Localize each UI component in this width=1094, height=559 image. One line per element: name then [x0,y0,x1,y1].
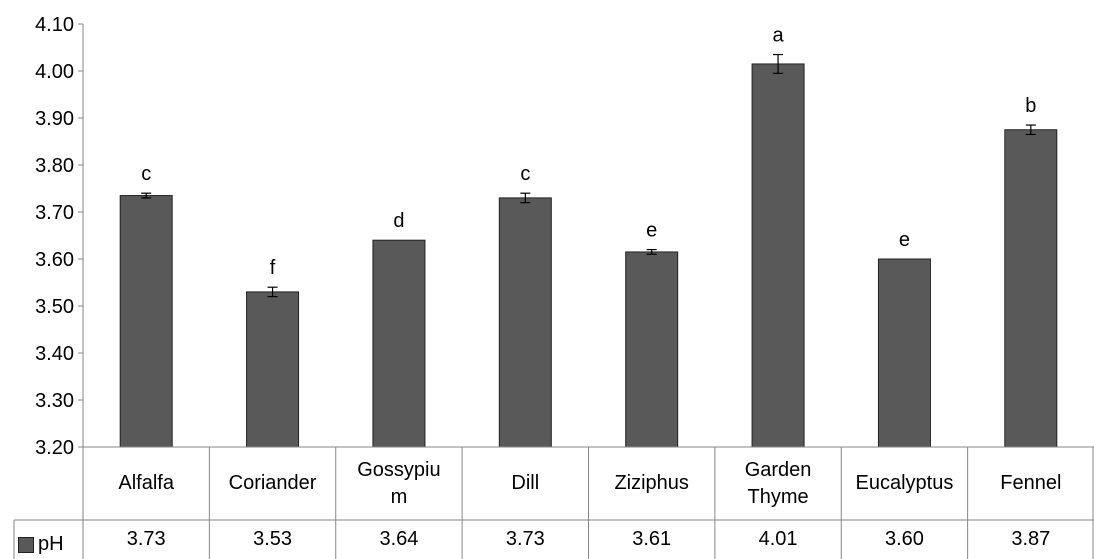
category-label: Dill [511,472,540,494]
significance-letter: e [899,229,910,251]
bar-gossypium [372,239,426,448]
y-tick-label: 3.60 [35,249,74,271]
bar-alfalfa [119,195,173,448]
category-label: Fennel [1000,472,1062,494]
data-table-grid [13,446,1094,559]
table-value-cell: 3.64 [379,528,419,550]
significance-letter: c [520,163,530,185]
y-tick-label: 3.40 [35,343,74,365]
table-value-cell: 3.61 [632,528,672,550]
table-value-cell: 3.53 [253,528,293,550]
bar-fennel [1004,129,1058,448]
category-label: Alfalfa [118,472,174,494]
y-tick-label: 4.10 [35,14,74,36]
bar-coriander [246,291,300,448]
bars: c f d c e a e b [119,25,1058,448]
legend-label: pH [38,533,64,555]
legend-swatch-icon [18,536,34,553]
significance-letter: c [141,163,151,185]
y-tick-label: 3.30 [35,390,74,412]
y-tick-label: 3.50 [35,296,74,318]
category-label: Coriander [228,472,317,494]
bar-dill [498,197,552,448]
y-tick-label: 3.70 [35,202,74,224]
table-value-cell: 3.73 [126,528,166,550]
category-label: Garden Thyme [744,458,812,508]
significance-letter: e [646,220,657,242]
category-label: Ziziphus [614,472,689,494]
category-label: Gossypiu m [357,458,441,508]
significance-letter: a [773,25,785,47]
table-value-cell: 4.01 [758,528,798,550]
y-axis: 3.20 3.30 3.40 3.50 3.60 3.70 3.80 3.90 4.00 4.10 [35,14,84,459]
bar-ziziphus [625,251,679,448]
y-tick-label: 3.80 [35,155,74,177]
table-value-cell: 3.87 [1011,528,1051,550]
y-tick-label: 4.00 [35,61,74,83]
table-value-cell: 3.73 [505,528,545,550]
significance-letter: d [393,210,404,232]
bar-garden-thyme [751,63,805,448]
bar-eucalyptus [877,258,931,448]
table-value-cell: 3.60 [884,528,924,550]
y-tick-label: 3.20 [35,437,74,459]
legend: pH [14,530,86,559]
significance-letter: b [1025,95,1036,117]
y-tick-label: 3.90 [35,108,74,130]
category-label: Eucalyptus [855,472,954,494]
significance-letter: f [270,257,276,279]
